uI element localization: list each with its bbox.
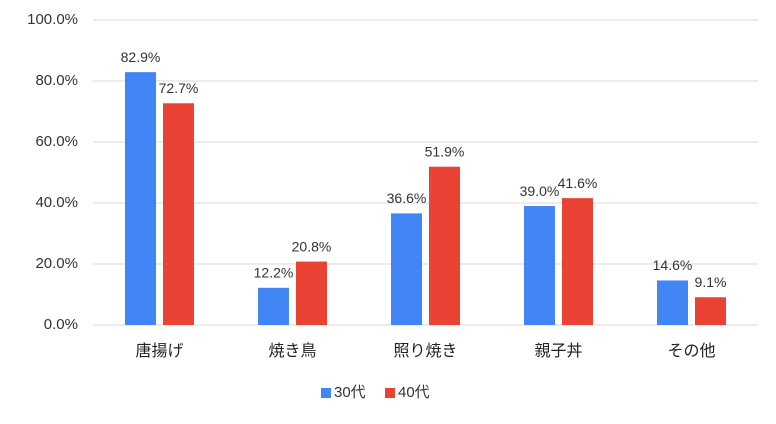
bar (258, 287, 289, 325)
x-tick-label: 焼き鳥 (268, 342, 316, 360)
legend-swatch (385, 388, 395, 398)
x-tick-label: 唐揚げ (135, 342, 183, 360)
value-label: 51.9% (425, 143, 465, 159)
x-tick-label: 親子丼 (534, 342, 582, 360)
bar (524, 206, 555, 325)
bar (562, 198, 593, 325)
value-label: 41.6% (558, 175, 598, 191)
value-label: 36.6% (387, 190, 427, 206)
y-tick-label: 100.0% (27, 11, 78, 28)
value-label: 20.8% (292, 238, 332, 254)
y-tick-label: 60.0% (35, 133, 78, 150)
y-tick-label: 40.0% (35, 194, 78, 211)
value-label: 72.7% (159, 80, 199, 96)
bar (429, 166, 460, 325)
legend-swatch (321, 388, 331, 398)
value-label: 14.6% (653, 257, 693, 273)
x-tick-label: 照り焼き (393, 342, 457, 360)
legend-label: 30代 (334, 384, 366, 401)
y-tick-label: 80.0% (35, 72, 78, 89)
value-label: 82.9% (121, 49, 161, 65)
bar (695, 297, 726, 325)
bar (163, 103, 194, 325)
legend-label: 40代 (398, 384, 430, 401)
bar (391, 213, 422, 325)
y-tick-label: 0.0% (44, 316, 78, 333)
bar (657, 280, 688, 325)
value-label: 39.0% (520, 183, 560, 199)
value-label: 9.1% (695, 274, 727, 290)
x-tick-label: その他 (667, 342, 715, 360)
y-tick-label: 20.0% (35, 255, 78, 272)
value-label: 12.2% (254, 264, 294, 280)
bar (125, 72, 156, 325)
bar (296, 261, 327, 325)
